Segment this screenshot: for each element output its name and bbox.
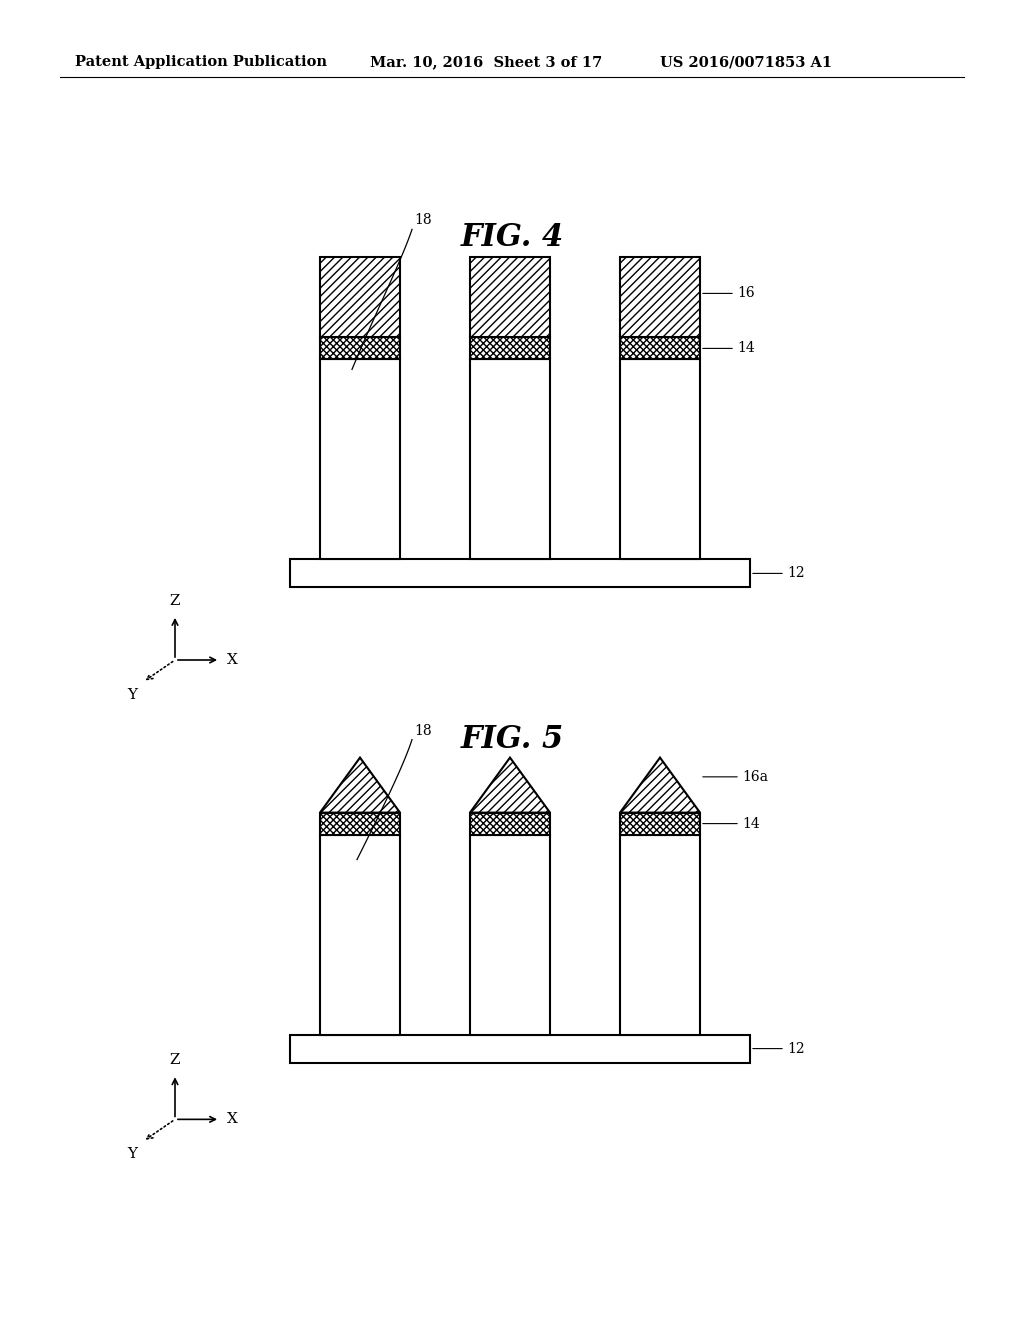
Text: Y: Y <box>127 688 137 702</box>
Text: Z: Z <box>170 594 180 609</box>
Bar <box>290 560 750 587</box>
Text: 16: 16 <box>737 286 755 301</box>
Bar <box>319 813 400 834</box>
Bar <box>620 813 700 834</box>
Text: 18: 18 <box>414 723 432 738</box>
Bar <box>470 338 550 359</box>
Text: Y: Y <box>127 1147 137 1162</box>
Bar <box>319 338 400 359</box>
Text: 14: 14 <box>742 817 760 830</box>
Text: Z: Z <box>170 1053 180 1068</box>
Text: FIG. 5: FIG. 5 <box>461 723 563 755</box>
Bar <box>470 359 550 560</box>
Text: 18: 18 <box>414 214 432 227</box>
Bar <box>470 813 550 834</box>
Bar <box>319 834 400 1035</box>
Bar <box>620 257 700 338</box>
Polygon shape <box>470 758 550 813</box>
Polygon shape <box>620 758 700 813</box>
Bar <box>319 257 400 338</box>
Text: 12: 12 <box>787 1041 805 1056</box>
Text: 12: 12 <box>787 566 805 581</box>
Polygon shape <box>319 758 400 813</box>
Bar <box>620 834 700 1035</box>
Text: X: X <box>227 653 238 667</box>
Text: US 2016/0071853 A1: US 2016/0071853 A1 <box>660 55 833 69</box>
Bar <box>290 1035 750 1063</box>
Text: FIG. 4: FIG. 4 <box>461 222 563 253</box>
Bar <box>319 359 400 560</box>
Text: 16a: 16a <box>742 770 768 784</box>
Text: 14: 14 <box>737 342 755 355</box>
Text: Mar. 10, 2016  Sheet 3 of 17: Mar. 10, 2016 Sheet 3 of 17 <box>370 55 602 69</box>
Text: Patent Application Publication: Patent Application Publication <box>75 55 327 69</box>
Bar <box>470 257 550 338</box>
Bar <box>470 834 550 1035</box>
Bar <box>620 359 700 560</box>
Text: X: X <box>227 1113 238 1126</box>
Bar <box>620 338 700 359</box>
